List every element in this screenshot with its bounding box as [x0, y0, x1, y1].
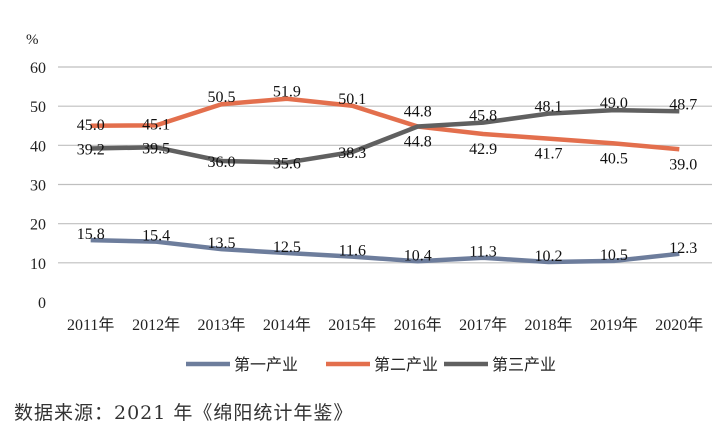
series-line-2 [90, 96, 680, 152]
data-label: 12.5 [273, 239, 301, 256]
data-label: 50.5 [208, 89, 236, 106]
data-label: 39.2 [77, 141, 105, 158]
data-label: 15.4 [142, 228, 170, 245]
data-label: 15.8 [77, 226, 105, 243]
legend-label: 第一产业 [234, 355, 298, 374]
data-label: 10.4 [404, 247, 432, 264]
data-label: 42.9 [469, 141, 497, 158]
y-tick-label: 50 [30, 99, 46, 116]
data-label: 36.0 [208, 154, 236, 171]
data-label: 51.9 [273, 84, 301, 101]
data-label: 40.5 [600, 150, 628, 167]
data-label: 10.2 [535, 248, 563, 265]
data-label: 12.3 [669, 240, 697, 257]
y-tick-label: 0 [38, 295, 46, 312]
y-tick-label: 30 [30, 178, 46, 195]
data-label: 13.5 [208, 235, 236, 252]
data-label: 45.1 [142, 116, 170, 133]
data-label: 11.3 [469, 244, 496, 261]
y-tick-label: 40 [30, 138, 46, 155]
data-label: 48.7 [669, 96, 697, 113]
x-tick-label: 2014年 [263, 316, 311, 334]
x-tick-label: 2016年 [394, 316, 442, 334]
legend-label: 第二产业 [374, 355, 438, 374]
data-label: 39.0 [669, 156, 697, 173]
series-line-3 [90, 107, 680, 165]
y-tick-label: 60 [30, 60, 46, 77]
x-tick-label: 2012年 [132, 316, 180, 334]
data-label: 48.1 [535, 99, 563, 116]
data-label: 45.8 [469, 108, 497, 125]
data-label: 44.8 [404, 134, 432, 151]
line-chart: % 0 10 20 30 40 50 60 2011年 2012年 2013年 2014年 2015年 2… [26, 32, 712, 374]
data-label: 41.7 [535, 146, 563, 163]
data-label: 35.6 [273, 156, 301, 173]
legend-label: 第三产业 [492, 355, 556, 374]
x-tick-label: 2018年 [524, 316, 572, 334]
y-tick-label: 10 [30, 256, 46, 273]
data-label: 45.0 [77, 117, 105, 134]
x-tick-label: 2017年 [459, 316, 507, 334]
x-tick-label: 2019年 [590, 316, 638, 334]
x-tick-label: 2020年 [655, 316, 703, 334]
x-tick-label: 2011年 [67, 316, 114, 334]
data-label: 11.6 [339, 243, 366, 260]
x-tick-label: 2015年 [328, 316, 376, 334]
data-label: 50.1 [338, 91, 366, 108]
data-label: 44.8 [404, 104, 432, 121]
x-tick-label: 2013年 [197, 316, 245, 334]
source-caption: 数据来源：2021 年《绵阳统计年鉴》 [14, 402, 354, 424]
data-label: 38.3 [338, 145, 366, 162]
y-axis-label: % [26, 32, 39, 48]
data-label: 49.0 [600, 95, 628, 112]
data-label: 10.5 [600, 247, 628, 264]
series-line-1 [90, 237, 680, 265]
y-tick-label: 20 [30, 217, 46, 234]
data-label: 39.5 [142, 140, 170, 157]
